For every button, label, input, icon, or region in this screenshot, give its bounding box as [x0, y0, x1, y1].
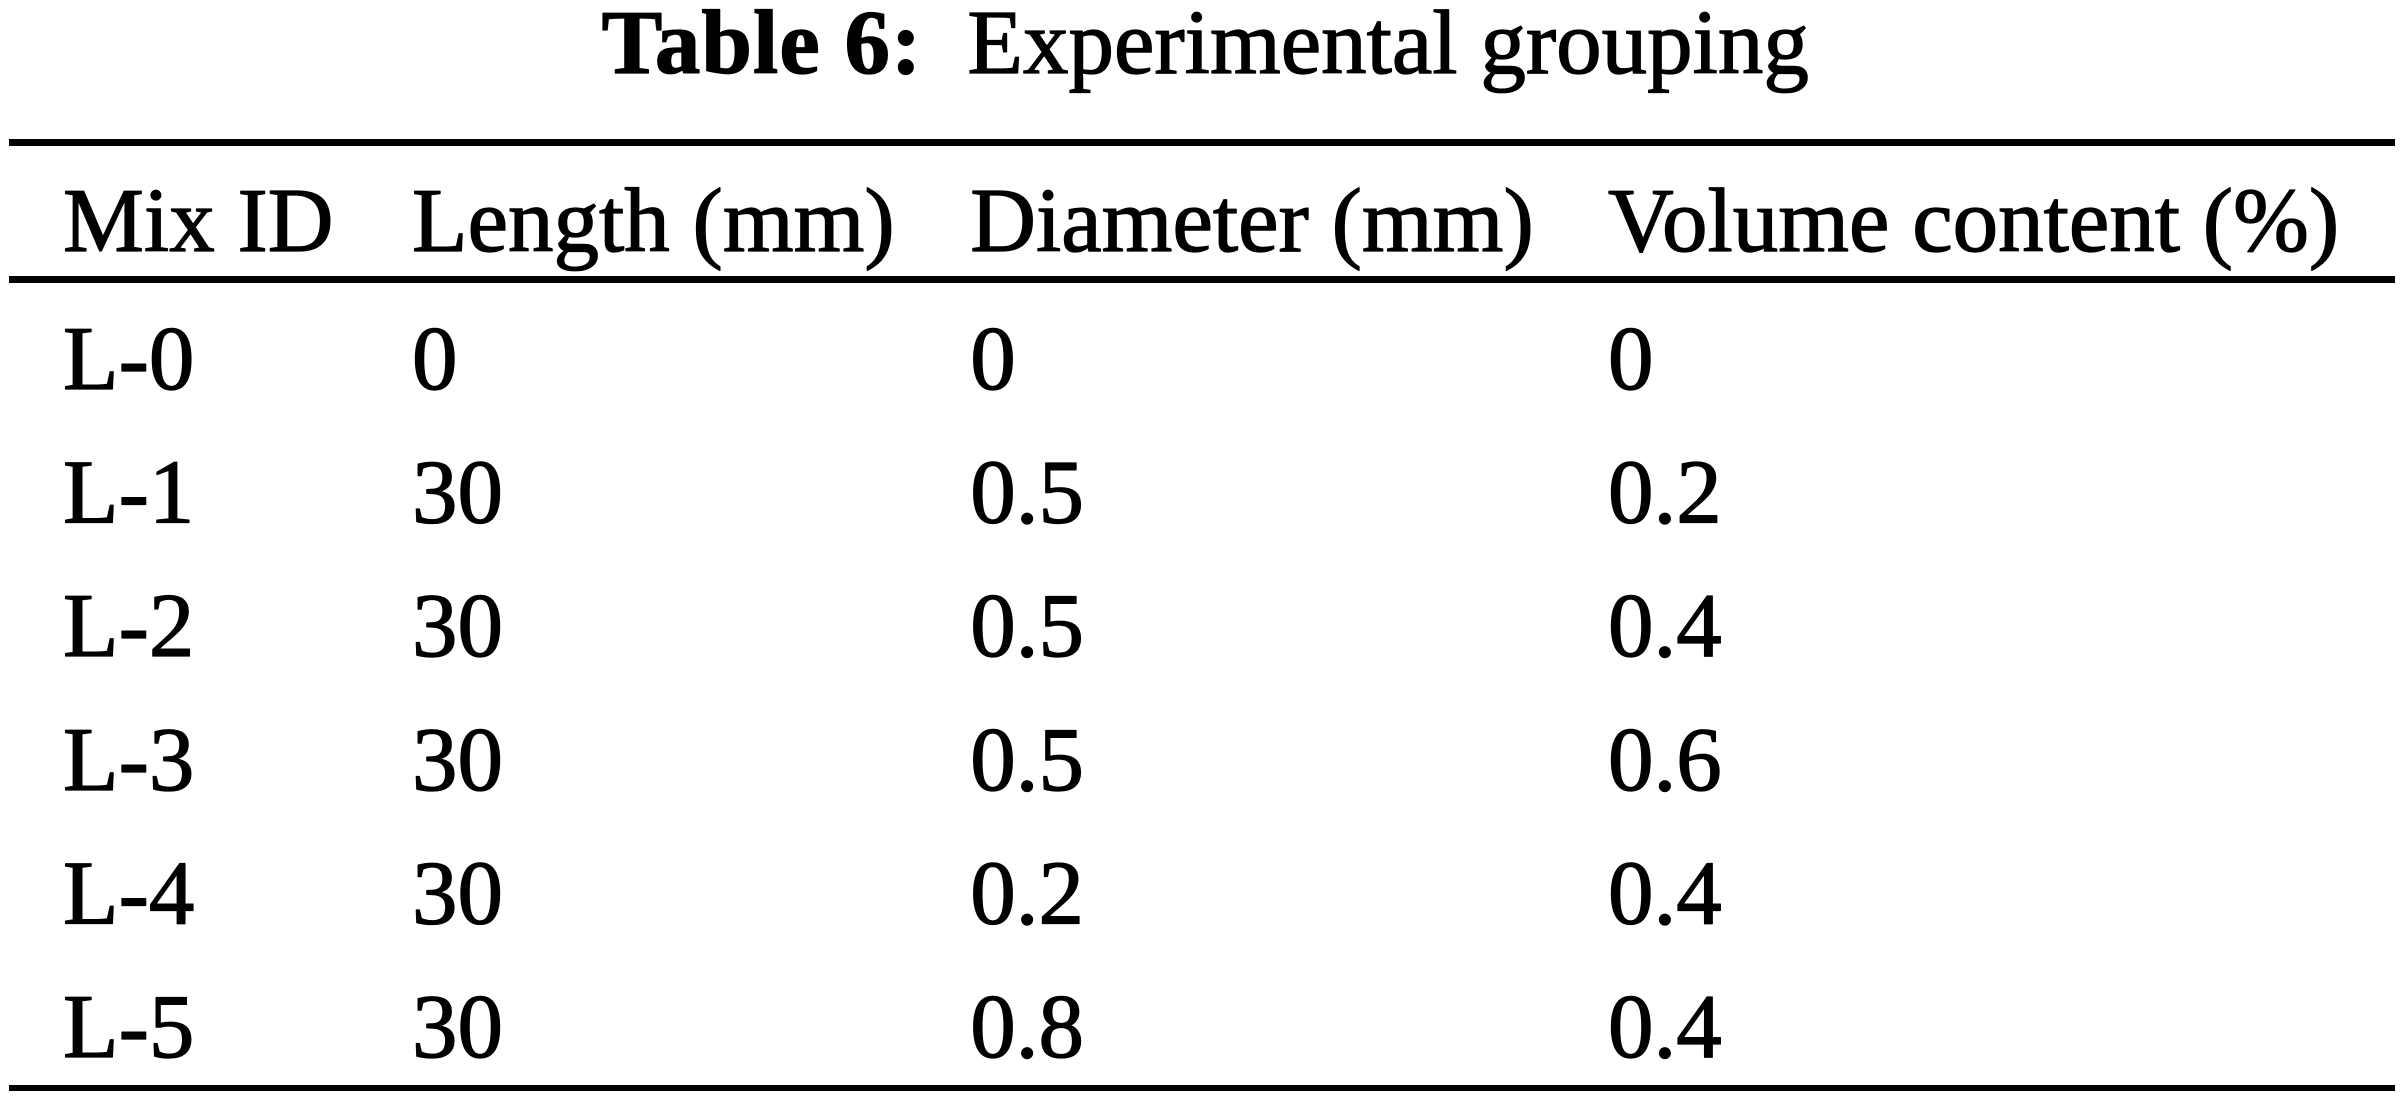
svg-text:0: 0 — [970, 308, 1016, 409]
svg-text:L-1: L-1 — [63, 442, 194, 543]
svg-text:0.4: 0.4 — [1608, 976, 1722, 1077]
svg-text:Diameter (mm): Diameter (mm) — [970, 170, 1533, 271]
svg-text:0.4: 0.4 — [1608, 575, 1722, 676]
svg-text:0.5: 0.5 — [970, 709, 1084, 810]
svg-text:Length (mm): Length (mm) — [412, 170, 895, 271]
svg-text:0.4: 0.4 — [1608, 842, 1722, 943]
svg-text:30: 30 — [412, 442, 503, 543]
svg-text:L-5: L-5 — [63, 976, 194, 1077]
svg-text:0.2: 0.2 — [970, 842, 1084, 943]
svg-text:0.8: 0.8 — [970, 976, 1084, 1077]
svg-text:Mix ID: Mix ID — [63, 170, 333, 271]
svg-text:L-3: L-3 — [63, 709, 194, 810]
svg-text:30: 30 — [412, 709, 503, 810]
svg-text:L-0: L-0 — [63, 308, 194, 409]
svg-text:30: 30 — [412, 575, 503, 676]
svg-text:0.5: 0.5 — [970, 442, 1084, 543]
svg-text:Table 6:: Table 6: — [602, 0, 923, 93]
svg-text:L-2: L-2 — [63, 575, 194, 676]
svg-text:30: 30 — [412, 842, 503, 943]
svg-text:0: 0 — [412, 308, 458, 409]
svg-text:0.6: 0.6 — [1608, 709, 1722, 810]
svg-text:0.2: 0.2 — [1608, 442, 1722, 543]
svg-text:0: 0 — [1608, 308, 1654, 409]
svg-text:30: 30 — [412, 976, 503, 1077]
svg-text:Experimental grouping: Experimental grouping — [967, 0, 1809, 93]
svg-text:0.5: 0.5 — [970, 575, 1084, 676]
svg-text:L-4: L-4 — [63, 842, 194, 943]
svg-text:Volume content (%): Volume content (%) — [1608, 170, 2339, 271]
